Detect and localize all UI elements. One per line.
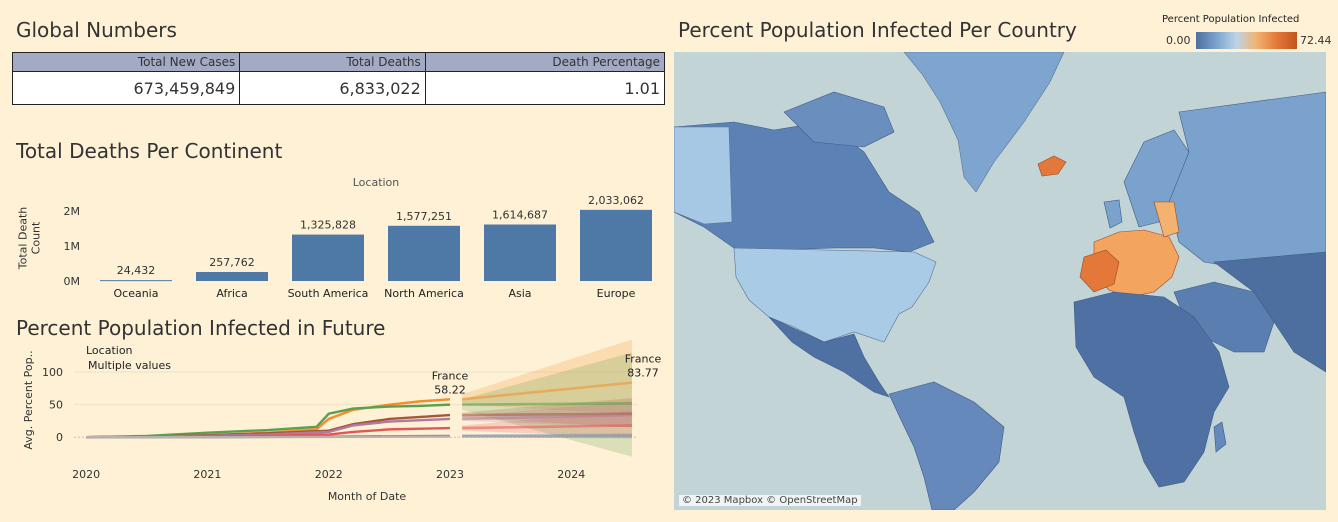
map-legend-color-ramp [1196,32,1297,49]
bar-value-label: 257,762 [209,256,255,269]
eastern-europe-shape [1153,201,1180,238]
line-chart-x-axis-label: Month of Date [328,490,407,503]
line-x-tick-label: 2021 [193,468,221,481]
bar-europe [580,209,652,281]
bar-value-label: 2,033,062 [588,194,644,207]
global-numbers-title: Global Numbers [16,18,177,42]
bar-value-label: 1,577,251 [396,210,452,223]
line-x-tick-label: 2024 [557,468,585,481]
series-line [86,403,451,439]
bar-value-label: 1,614,687 [492,208,548,221]
usa-shape [733,247,937,343]
bar-chart-y-axis-label: Total DeathCount [17,207,43,270]
russia-shape [1168,91,1326,268]
header-death-percentage: Death Percentage [424,52,666,72]
forecast-line [462,412,632,417]
bar-south-america [292,234,364,281]
asia-shape [1213,251,1326,373]
arctic-islands-shape [783,91,895,148]
bar-value-label: 1,325,828 [300,219,356,232]
forecast-line [462,402,632,406]
bar-category-label: South America [288,287,369,300]
value-total-deaths: 6,833,022 [239,71,426,105]
annotation-label: France [625,353,662,366]
annotation-value: 83.77 [627,367,659,380]
forecast-line [462,424,632,430]
bar-category-label: Oceania [114,287,159,300]
map-legend-title: Percent Population Infected [1162,14,1300,25]
header-total-deaths: Total Deaths [239,52,426,72]
bar-category-label: Europe [597,287,636,300]
series-line [86,435,451,439]
world-map-shapes [674,52,1326,510]
annotation-label: France [432,369,469,382]
location-filter-value: Multiple values [88,359,171,372]
table-header-row: Total New Cases Total Deaths Death Perce… [11,52,666,72]
line-y-tick-label: 50 [49,399,63,412]
bar-value-label: 24,432 [117,264,156,277]
bar-category-label: Asia [508,287,531,300]
forecast-line [462,381,633,401]
france-shape [1079,249,1120,293]
value-death-percentage: 1.01 [424,71,666,105]
line-y-tick-label: 100 [42,366,63,379]
line-y-tick-label: 0 [56,431,63,444]
bar-y-tick-label: 2M [64,205,81,218]
bar-north-america [388,225,460,281]
map-legend-min: 0.00 [1166,34,1191,47]
map-legend-max: 72.44 [1300,34,1332,47]
line-x-tick-label: 2022 [315,468,343,481]
line-x-tick-label: 2020 [72,468,100,481]
deaths-per-continent-title: Total Deaths Per Continent [16,139,283,163]
forecast-band [462,398,632,428]
line-chart-y-axis-label: Avg. Percent Pop.. [22,350,35,449]
world-map[interactable]: © 2023 Mapbox © OpenStreetMap [674,52,1326,510]
line-x-tick-label: 2023 [436,468,464,481]
forecast-line [462,413,632,421]
africa-shape [1073,291,1230,488]
bar-category-label: North America [384,287,464,300]
bar-chart-x-axis-label: Location [353,176,400,189]
iceland-shape [1037,155,1067,177]
madagascar-shape [1213,421,1227,453]
map-title: Percent Population Infected Per Country [678,18,1077,42]
map-attribution: © 2023 Mapbox © OpenStreetMap [679,495,861,506]
alaska-shape [674,126,733,225]
bar-y-tick-label: 1M [64,240,81,253]
mexico-shape [768,316,890,398]
south-america-shape [888,381,1005,510]
bar-category-label: Africa [216,287,247,300]
bar-y-tick-label: 0M [64,275,81,288]
bar-asia [484,224,556,281]
deaths-bar-chart: Location Total DeathCount 0M 1M 2M 24,432 O… [17,176,652,300]
header-total-new-cases: Total New Cases [11,52,241,72]
forecast-band [462,411,632,438]
location-filter-title: Location [86,344,133,357]
greenland-shape [903,52,1065,193]
value-total-new-cases: 673,459,849 [11,71,241,105]
bar-africa [196,271,268,281]
future-infected-title: Percent Population Infected in Future [16,316,386,340]
table-row: 673,459,849 6,833,022 1.01 [11,71,666,105]
annotation-value: 58.22 [434,383,466,396]
bar-oceania [100,280,172,282]
uk-shape [1103,199,1123,229]
global-numbers-table: Total New Cases Total Deaths Death Perce… [11,52,666,105]
